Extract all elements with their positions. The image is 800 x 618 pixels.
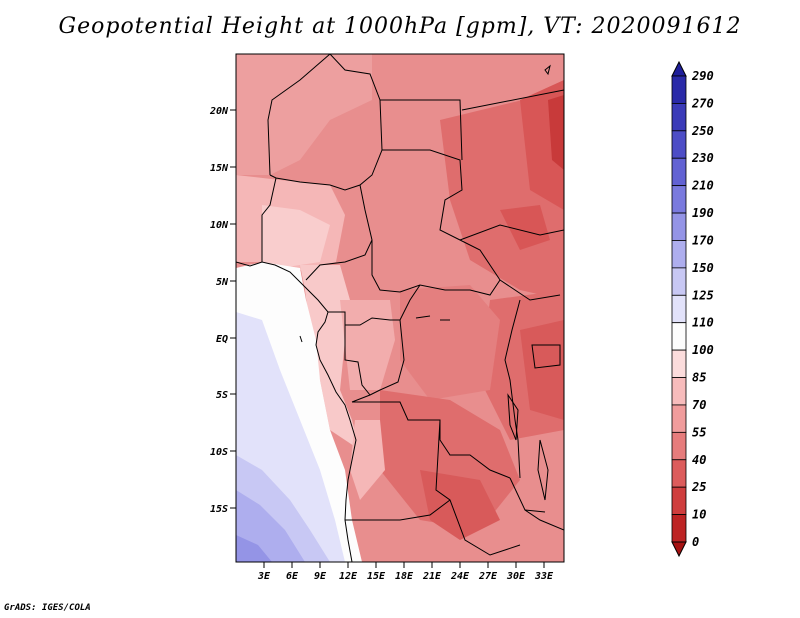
lon-tick-label: 15E: [367, 571, 386, 582]
field-congo-west: [340, 300, 395, 390]
colorbar-swatch-bottom: [671, 541, 687, 558]
river-congo: [415, 315, 450, 321]
field-congo: [400, 285, 500, 400]
lon-tick-label: 24E: [450, 571, 470, 582]
border-angola-drc: [352, 401, 511, 479]
border-south-sudan: [499, 279, 561, 301]
field-west-light: [262, 205, 330, 268]
border-sudan-south: [459, 224, 564, 241]
chart-title: Geopotential Height at 1000hPa [gpm], VT…: [58, 14, 742, 39]
colorbar-swatch: [671, 75, 687, 104]
colorbar-swatch: [671, 377, 687, 406]
colorbar-swatch: [671, 349, 687, 378]
nile-delta: [544, 64, 551, 76]
map-field: [236, 54, 564, 562]
lat-tick-label: 20N: [209, 106, 229, 117]
field-angola-coast: [350, 420, 385, 500]
lon-tick-label: 27E: [478, 571, 498, 582]
colorbar-label: 170: [692, 233, 714, 247]
coastline: [236, 261, 357, 562]
map-frame: [235, 53, 565, 563]
colorbar-swatch: [671, 486, 687, 515]
colorbar-swatch: [671, 185, 687, 214]
colorbar-label: 210: [691, 179, 714, 193]
border-cameroon-congo: [328, 284, 421, 326]
colorbar-swatch: [671, 240, 687, 269]
colorbar-swatch: [671, 212, 687, 241]
border-angola-zambia: [435, 419, 521, 556]
colorbar-label: 0: [692, 535, 699, 549]
lon-tick-label: 6E: [286, 571, 299, 582]
colorbar-swatch-top: [671, 60, 687, 77]
field-zambia-dark: [420, 470, 500, 540]
colorbar: 2902702502302101901701501251101008570554…: [671, 60, 714, 558]
lake-tanganyika: [507, 393, 519, 441]
colorbar-swatch: [671, 431, 687, 461]
border-algeria: [267, 54, 331, 176]
colorbar-swatch: [671, 459, 687, 488]
lon-tick-label: 3E: [257, 571, 271, 582]
field-sudan-dark: [500, 205, 550, 250]
colorbar-label: 190: [692, 206, 714, 220]
lon-tick-label: 21E: [422, 571, 442, 582]
colorbar-label: 125: [692, 288, 714, 302]
field-nw-light: [236, 54, 372, 175]
border-zambia-east: [509, 477, 564, 531]
lon-tick-label: 9E: [314, 571, 327, 582]
colorbar-swatch: [671, 267, 687, 296]
lake-victoria: [531, 344, 561, 369]
colorbar-swatch: [671, 157, 687, 187]
border-chad-nigeria: [305, 184, 373, 281]
colorbar-label: 85: [692, 371, 706, 385]
island-bioko: [299, 335, 303, 343]
colorbar-swatch: [671, 514, 687, 543]
lat-tick-label: 15N: [210, 163, 229, 174]
field-ne-darkest: [548, 95, 564, 170]
colorbar-label: 270: [691, 96, 714, 110]
colorbar-label: 150: [692, 261, 714, 275]
lat-tick-label: 10S: [210, 447, 228, 458]
border-egypt-sudan: [380, 99, 463, 161]
colorbar-swatch: [671, 404, 687, 433]
colorbar-swatch: [671, 322, 687, 351]
colorbar-label: 25: [691, 480, 706, 494]
lon-tick-label: 18E: [395, 571, 414, 582]
lon-tick-label: 30E: [506, 571, 526, 582]
colorbar-label: 70: [692, 398, 706, 412]
colorbar-label: 110: [692, 316, 714, 330]
border-gabon: [344, 325, 371, 396]
lat-axis: 20N 15N 10N 5N EQ 5S 10S 15S: [209, 106, 236, 515]
border-congo-drc: [351, 319, 405, 403]
border-egypt: [461, 89, 564, 111]
lat-tick-label: EQ: [216, 334, 228, 345]
grads-credit: GrADS: IGES/COLA: [4, 603, 91, 613]
colorbar-swatch: [671, 103, 687, 132]
colorbar-label: 55: [692, 425, 706, 439]
lat-tick-label: 15S: [210, 504, 228, 515]
field-ocean-deeper: [236, 535, 272, 562]
colorbar-label: 10: [692, 508, 706, 522]
colorbar-swatch: [671, 294, 687, 324]
lon-tick-label: 12E: [339, 571, 358, 582]
lat-tick-label: 5S: [216, 390, 228, 401]
border-nigeria-west: [261, 177, 277, 262]
lat-tick-label: 5N: [216, 277, 229, 288]
lon-axis: 3E 6E 9E 12E 15E 18E 21E 24E 27E 30E 33E: [257, 562, 554, 582]
colorbar-swatch: [671, 130, 687, 159]
border-east-drc: [504, 299, 521, 479]
colorbar-label: 250: [691, 124, 714, 138]
colorbar-label: 40: [692, 453, 706, 467]
lake-kariba: [524, 509, 546, 513]
boundaries: [236, 54, 564, 562]
lake-malawi: [537, 439, 549, 501]
colorbar-label: 100: [692, 343, 714, 357]
colorbar-label: 230: [691, 151, 714, 165]
border-angola-namibia: [345, 499, 451, 521]
lon-tick-label: 33E: [534, 571, 554, 582]
lat-tick-label: 10N: [210, 220, 229, 231]
colorbar-label: 290: [691, 69, 714, 83]
border-libya-niger: [269, 54, 383, 191]
